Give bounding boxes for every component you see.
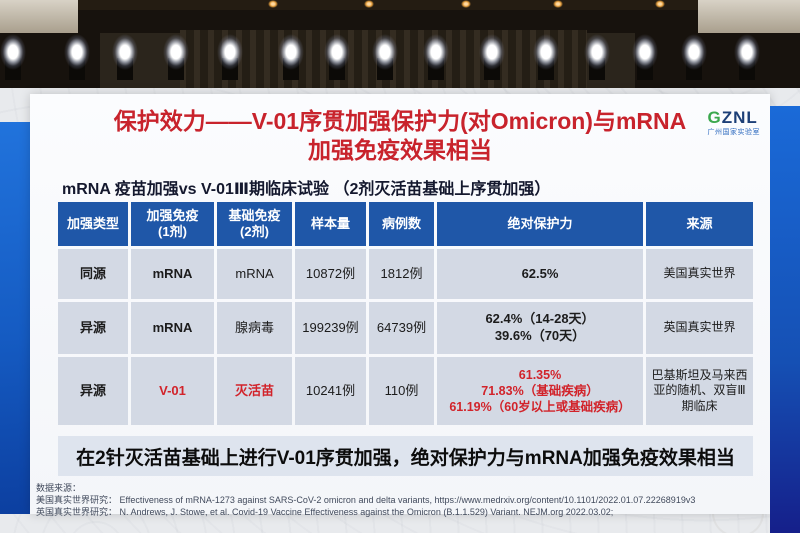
cell-samples: 10241例: [295, 357, 366, 425]
cell-base: 灭活苗: [217, 357, 292, 425]
screen-side-band-left: [0, 122, 30, 514]
gznl-logo-caption: 广州国家实验室: [707, 129, 760, 136]
cell-base: 腺病毒: [217, 302, 292, 354]
stage-light-icon: [324, 34, 350, 70]
cell-boost: mRNA: [131, 249, 214, 299]
stage-light-icon: [423, 34, 449, 70]
cell-protection: 62.4%（14-28天） 39.6%（70天）: [437, 302, 643, 354]
stage-light-icon: [217, 34, 243, 70]
cell-source: 英国真实世界: [646, 302, 753, 354]
gznl-logo-g: G: [707, 108, 722, 127]
stage-light-icon: [0, 34, 26, 70]
cell-source: 美国真实世界: [646, 249, 753, 299]
slide-title: 保护效力——V-01序贯加强保护力(对Omicron)与mRNA 加强免疫效果相…: [30, 107, 770, 166]
cell-cases: 1812例: [369, 249, 434, 299]
ceiling: [0, 0, 800, 10]
ceiling-light-icon: [655, 0, 665, 8]
stage-light-icon: [734, 34, 760, 70]
cell-cases: 64739例: [369, 302, 434, 354]
vaccine-comparison-table: 加强类型 加强免疫 (1剂) 基础免疫 (2剂) 样本量 病例数 绝对保护力 来…: [58, 202, 753, 425]
cell-source: 巴基斯坦及马来西亚的随机、双盲Ⅲ期临床: [646, 357, 753, 425]
stage-light-icon: [479, 34, 505, 70]
stage-light-icon: [372, 34, 398, 70]
cell-protection: 62.5%: [437, 249, 643, 299]
cell-base: mRNA: [217, 249, 292, 299]
stage-light-icon: [584, 34, 610, 70]
cell-type: 同源: [58, 249, 128, 299]
ceiling-light-icon: [553, 0, 563, 8]
header-sample-size: 样本量: [295, 202, 366, 246]
wall-corner-right: [698, 0, 800, 33]
stage-light-icon: [632, 34, 658, 70]
stage-light-icon: [112, 34, 138, 70]
wall-corner-left: [0, 0, 78, 33]
stage-light-icon: [278, 34, 304, 70]
stage-light-icon: [163, 34, 189, 70]
header-base-dose: 基础免疫 (2剂): [217, 202, 292, 246]
cell-cases: 110例: [369, 357, 434, 425]
header-boost-dose: 加强免疫 (1剂): [131, 202, 214, 246]
conclusion-banner: 在2针灭活苗基础上进行V-01序贯加强，绝对保护力与mRNA加强免疫效果相当: [58, 436, 753, 476]
data-source-us: 美国真实世界研究： Effectiveness of mRNA-1273 aga…: [36, 495, 696, 506]
ceiling-light-icon: [461, 0, 471, 8]
stage-light-icon: [681, 34, 707, 70]
slide-title-line2: 加强免疫效果相当: [308, 137, 492, 164]
ceiling-light-icon: [268, 0, 278, 8]
gznl-logo: GZNL 广州国家实验室: [708, 109, 761, 136]
screen-side-band-right: [770, 106, 800, 533]
header-source: 来源: [646, 202, 753, 246]
data-sources: 数据来源： 美国真实世界研究： Effectiveness of mRNA-12…: [36, 482, 766, 518]
header-case-count: 病例数: [369, 202, 434, 246]
gznl-logo-znl: ZNL: [721, 108, 758, 127]
cell-type: 异源: [58, 357, 128, 425]
cell-boost: V-01: [131, 357, 214, 425]
header-protection: 绝对保护力: [437, 202, 643, 246]
cell-boost: mRNA: [131, 302, 214, 354]
stage-background: [0, 0, 800, 88]
cell-samples: 199239例: [295, 302, 366, 354]
data-source-label: 数据来源：: [36, 483, 82, 493]
slide-title-line1: 保护效力——V-01序贯加强保护力(对Omicron)与mRNA: [113, 108, 687, 134]
cell-protection: 61.35% 71.83%（基础疾病） 61.19%（60岁以上或基础疾病）: [437, 357, 643, 425]
presentation-slide: 保护效力——V-01序贯加强保护力(对Omicron)与mRNA 加强免疫效果相…: [30, 94, 770, 517]
stage-light-icon: [64, 34, 90, 70]
slide-subtitle: mRNA 疫苗加强vs V-01Ⅲ期临床试验 （2剂灭活苗基础上序贯加强）: [62, 181, 551, 198]
cell-type: 异源: [58, 302, 128, 354]
stage-light-icon: [533, 34, 559, 70]
cell-samples: 10872例: [295, 249, 366, 299]
data-source-uk: 英国真实世界研究： N. Andrews, J. Stowe, et al. C…: [36, 507, 614, 518]
ceiling-light-icon: [364, 0, 374, 8]
header-boost-type: 加强类型: [58, 202, 128, 246]
